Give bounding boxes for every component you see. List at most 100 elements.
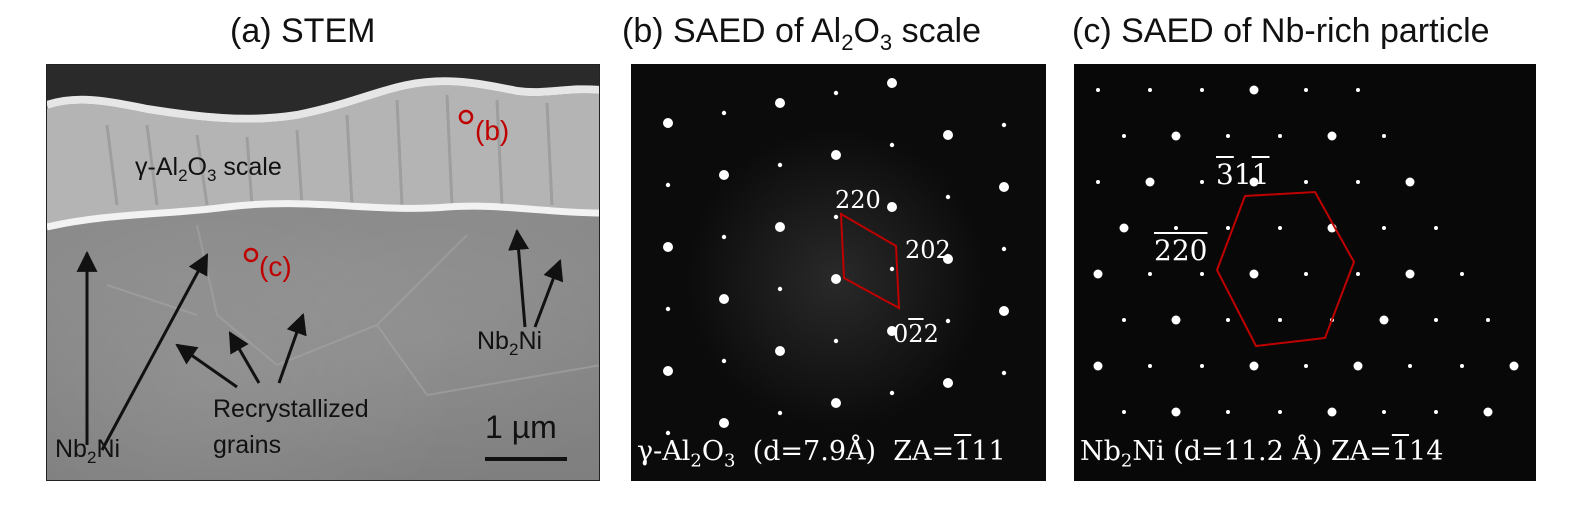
oxide-columns [105,94,554,206]
panel-b-caption: γ-Al2O3 (d=7.9Å) ZA=111 [637,435,1006,471]
diffraction-spot [1174,226,1178,230]
diffraction-spot [1171,407,1181,417]
diffraction-spot [1200,364,1204,368]
diffraction-spot [943,254,953,264]
diffraction-spot [889,390,895,396]
diffraction-spot [943,130,953,140]
diffraction-spot [1304,180,1308,184]
diffraction-spot [1356,272,1360,276]
diffraction-spot [1327,131,1337,141]
diffraction-spot [887,202,897,212]
diffraction-spot [1460,272,1464,276]
diffraction-spot [831,274,841,284]
diffraction-spot [887,78,897,88]
arrow-nb2ni-right-2 [533,259,564,328]
recrystallized-label-1: Recrystallized [213,395,369,423]
diffraction-spot [1096,180,1100,184]
diffraction-spot [721,358,727,364]
diffraction-spot [1434,410,1438,414]
diffraction-spot [1405,269,1415,279]
nb2ni-right-label: Nb2Ni [477,327,543,359]
scale-layer-label: γ-Al2O3 scale [135,153,282,185]
index-0-22-label: 022 [893,320,939,348]
diffraction-spot [831,398,841,408]
marker-b-circle [458,109,474,125]
diffraction-spot [1226,410,1230,414]
diffraction-spot [1122,134,1126,138]
diffraction-spot [1122,410,1126,414]
diffraction-spot [1382,410,1386,414]
diffraction-spot [1096,88,1100,92]
stem-image-panel: γ-Al2O3 scale (b) (c) Nb2Ni Recrystalliz… [46,64,600,481]
diffraction-spot [1093,269,1103,279]
index-202-label: 202 [905,236,951,264]
diffraction-spot [1200,272,1204,276]
diffraction-spot [999,306,1009,316]
diffraction-spot [1278,134,1282,138]
marker-c-label: (c) [259,251,292,282]
diffraction-spot [1304,364,1308,368]
panel-b-title: (b) SAED of Al2O3 scale [622,12,981,55]
diffraction-spot [665,182,671,188]
diffraction-spot [887,326,897,336]
diffraction-spot [721,110,727,116]
diffraction-spot [1486,318,1490,322]
diffraction-spot [1249,269,1259,279]
diffraction-spot [889,266,895,272]
diffraction-spot [1001,370,1007,376]
diffraction-spot [719,418,729,428]
index-220-label: 220 [835,186,881,214]
arrow-recryst-2 [228,331,261,384]
marker-c-circle [243,247,259,263]
diffraction-spot [1278,318,1282,322]
diffraction-spot [1382,134,1386,138]
diffraction-spot [663,118,673,128]
nb2ni-left-label: Nb2Ni [55,435,121,467]
arrow-nb2ni-right-1 [508,228,530,328]
diffraction-spot [777,162,783,168]
diffraction-spot [1171,131,1181,141]
diffraction-spot [1148,364,1152,368]
diffraction-spot [833,338,839,344]
diffraction-spot [663,366,673,376]
diffraction-spot [943,378,953,388]
diffraction-spot [999,182,1009,192]
saed-nb-panel: 311 220 Nb2Ni (d=11.2 Å) ZA=114 [1074,64,1536,481]
diffraction-spot [663,242,673,252]
saed-al2o3-panel: 220 202 022 γ-Al2O3 (d=7.9Å) ZA=111 [631,64,1046,481]
scale-bar-label: 1 µm [485,409,557,445]
diffraction-spot [945,318,951,324]
index-2-2-0-label: 220 [1154,234,1208,267]
recrystallized-label-2: grains [213,431,282,459]
diffraction-spot [1379,315,1389,325]
diffraction-spot [1249,85,1259,95]
diffraction-spot [1122,318,1126,322]
diffraction-spot [775,222,785,232]
diffraction-spot [775,346,785,356]
diffraction-spot [833,214,839,220]
diffraction-spot [831,150,841,160]
panel-a-title: (a) STEM [230,12,376,50]
arrow-recryst-3 [277,313,307,384]
diffraction-spot [1148,88,1152,92]
saed-nb-pattern [1093,85,1519,417]
diffraction-spot [775,98,785,108]
saed-al2o3-pattern [663,78,1009,436]
diffraction-spot [1356,180,1360,184]
diffraction-spot [1304,272,1308,276]
arrow-recryst-1 [175,343,238,389]
diffraction-spot [1382,226,1386,230]
diffraction-spot [1434,226,1438,230]
diffraction-spot [1249,177,1259,187]
panel-c-caption: Nb2Ni (d=11.2 Å) ZA=114 [1080,435,1444,471]
diffraction-spot [1434,318,1438,322]
diffraction-spot [777,286,783,292]
hexagon-outline [1215,190,1356,348]
diffraction-spot [1226,134,1230,138]
diffraction-spot [1278,410,1282,414]
diffraction-spot [1304,88,1308,92]
diffraction-spot [945,194,951,200]
oxide-top-bright-edge [47,77,599,123]
diffraction-spot [721,234,727,240]
diffraction-spot [665,430,671,436]
